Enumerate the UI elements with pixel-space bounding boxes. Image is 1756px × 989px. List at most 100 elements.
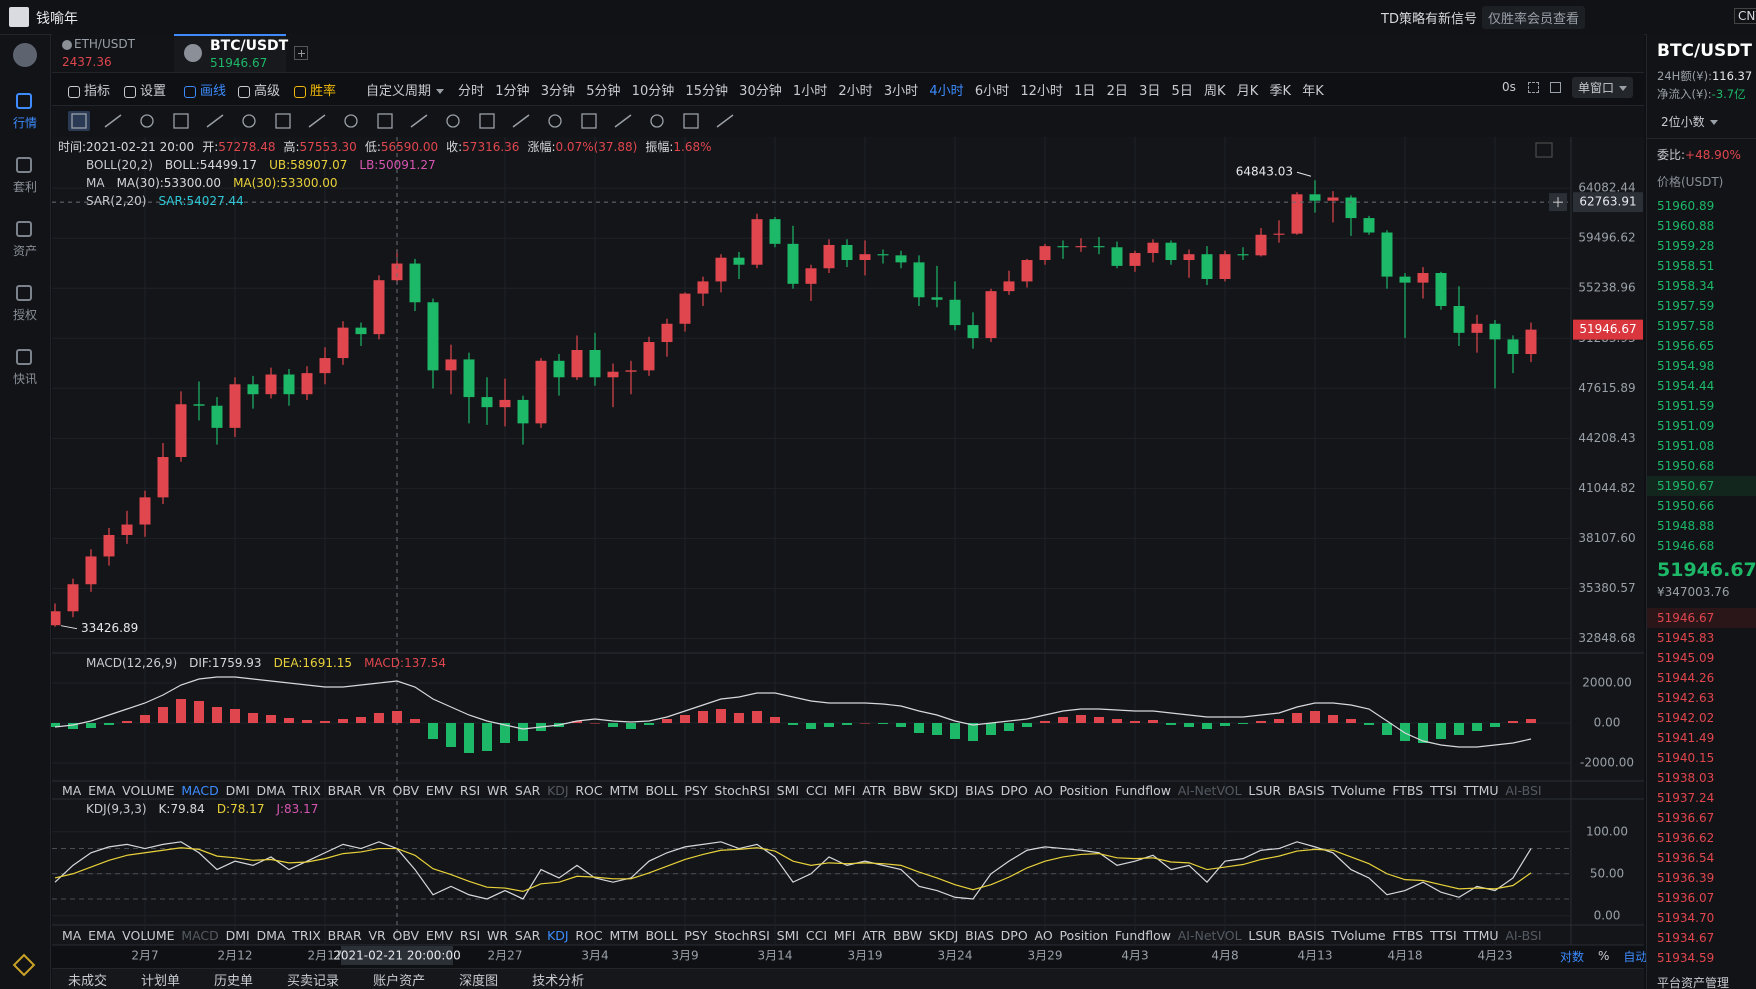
- indicator-tab[interactable]: DPO: [1000, 927, 1028, 943]
- sidebar-label[interactable]: 快讯: [12, 372, 37, 386]
- indicator-tab[interactable]: BASIS: [1287, 782, 1325, 798]
- custom-period[interactable]: 自定义周期: [366, 80, 445, 99]
- indicator-tab[interactable]: DPO: [1000, 782, 1028, 798]
- indicator-tab[interactable]: OBV: [392, 927, 420, 943]
- axis-mode[interactable]: %: [1598, 949, 1610, 963]
- indicator-tab[interactable]: VR: [368, 927, 386, 943]
- indicator-tab[interactable]: MACD: [181, 927, 219, 943]
- indicator-tab[interactable]: FTBS: [1392, 782, 1424, 798]
- indicator-tab[interactable]: ATR: [862, 782, 887, 798]
- axis-mode[interactable]: 对数: [1560, 949, 1585, 964]
- indicator-tab[interactable]: EMA: [88, 927, 116, 943]
- period[interactable]: 3日: [1139, 84, 1161, 99]
- indicator-tab[interactable]: TRIX: [292, 782, 321, 798]
- bottom-tab[interactable]: 账户资产: [373, 973, 426, 989]
- indicator-tab[interactable]: VOLUME: [122, 782, 175, 798]
- period[interactable]: 3分钟: [540, 84, 575, 99]
- indicator-tab[interactable]: TTSI: [1430, 782, 1457, 798]
- period[interactable]: 6小时: [974, 84, 1010, 99]
- tool-button[interactable]: 高级: [238, 80, 280, 99]
- sidebar-icon[interactable]: [16, 285, 32, 301]
- indicator-tab[interactable]: OBV: [392, 782, 420, 798]
- indicator-tab[interactable]: SMI: [776, 782, 800, 798]
- indicator-tab[interactable]: FTBS: [1392, 927, 1424, 943]
- period[interactable]: 周K: [1204, 84, 1226, 99]
- indicator-tab[interactable]: RSI: [459, 782, 481, 798]
- tool-button[interactable]: 画线: [184, 80, 226, 99]
- indicator-tab[interactable]: BRAR: [327, 927, 362, 943]
- indicator-tab[interactable]: Position: [1059, 782, 1109, 798]
- indicator-tab[interactable]: BIAS: [965, 927, 994, 943]
- indicator-tab[interactable]: BOLL: [645, 927, 678, 943]
- indicator-tab[interactable]: TVolume: [1331, 782, 1386, 798]
- period[interactable]: 1分钟: [495, 84, 530, 99]
- indicator-tab[interactable]: StochRSI: [714, 782, 770, 798]
- sidebar-label[interactable]: 资产: [12, 244, 37, 258]
- indicator-tab[interactable]: CCI: [805, 927, 828, 943]
- tool-button[interactable]: 指标: [68, 80, 110, 99]
- period[interactable]: 分时: [458, 84, 485, 99]
- indicator-tab[interactable]: AO: [1034, 927, 1053, 943]
- indicator-tab[interactable]: MACD: [181, 782, 219, 798]
- indicator-tab[interactable]: AI-NetVOL: [1177, 782, 1242, 798]
- user-name[interactable]: 钱喻年: [36, 11, 78, 27]
- indicator-tab[interactable]: WR: [487, 782, 509, 798]
- indicator-tab[interactable]: ROC: [575, 782, 603, 798]
- indicator-tab[interactable]: MTM: [609, 927, 639, 943]
- indicator-tab[interactable]: BOLL: [645, 782, 678, 798]
- indicator-tab[interactable]: PSY: [684, 927, 708, 943]
- period[interactable]: 年K: [1302, 84, 1324, 99]
- indicator-tab[interactable]: Position: [1059, 927, 1109, 943]
- indicator-tab[interactable]: TRIX: [292, 927, 321, 943]
- sidebar-icon[interactable]: [16, 93, 32, 109]
- indicator-tab[interactable]: WR: [487, 927, 509, 943]
- period[interactable]: 3小时: [883, 84, 919, 99]
- indicator-tab[interactable]: KDJ: [547, 927, 569, 943]
- indicator-tab[interactable]: AO: [1034, 782, 1053, 798]
- indicator-tab[interactable]: VR: [368, 782, 386, 798]
- indicator-tab[interactable]: TTSI: [1430, 927, 1457, 943]
- feedback-icon[interactable]: [12, 953, 36, 977]
- bottom-tab[interactable]: 未成交: [68, 973, 108, 989]
- popout-icon[interactable]: [1550, 82, 1561, 93]
- period[interactable]: 月K: [1236, 84, 1259, 99]
- period[interactable]: 2日: [1106, 84, 1128, 99]
- period[interactable]: 5分钟: [586, 84, 621, 99]
- period[interactable]: 1小时: [792, 84, 828, 99]
- indicator-tab[interactable]: Fundflow: [1114, 927, 1171, 943]
- period[interactable]: 15分钟: [685, 84, 728, 99]
- indicator-tab[interactable]: DMA: [256, 782, 286, 798]
- indicator-tab[interactable]: PSY: [684, 782, 708, 798]
- indicator-tab[interactable]: AI-BSI: [1505, 782, 1542, 798]
- indicator-tab[interactable]: MFI: [833, 927, 856, 943]
- indicator-tab[interactable]: MTM: [609, 782, 639, 798]
- indicator-tab[interactable]: VOLUME: [122, 927, 175, 943]
- symbol-tab[interactable]: ETH/USDT 2437.36: [58, 34, 168, 72]
- indicator-tab[interactable]: TVolume: [1331, 927, 1386, 943]
- indicator-tab[interactable]: BASIS: [1287, 927, 1325, 943]
- signal-text[interactable]: TD策略有新信号: [1381, 12, 1477, 27]
- indicator-tab[interactable]: EMV: [425, 927, 454, 943]
- indicator-tab[interactable]: KDJ: [547, 782, 569, 798]
- bottom-tab[interactable]: 历史单: [214, 973, 254, 989]
- indicator-tab[interactable]: BIAS: [965, 782, 994, 798]
- indicator-tab[interactable]: BRAR: [327, 782, 362, 798]
- tool-button[interactable]: 设置: [124, 80, 166, 99]
- indicator-tab[interactable]: SAR: [514, 927, 541, 943]
- period[interactable]: 2小时: [838, 84, 873, 99]
- bottom-tab[interactable]: 技术分析: [532, 973, 585, 989]
- indicator-tab[interactable]: EMA: [88, 782, 116, 798]
- indicator-tab[interactable]: SKDJ: [928, 927, 959, 943]
- indicator-tab[interactable]: BBW: [893, 782, 923, 798]
- window-select[interactable]: 单窗口: [1572, 77, 1634, 98]
- indicator-tab[interactable]: RSI: [459, 927, 481, 943]
- period[interactable]: 1日: [1074, 84, 1096, 99]
- bottom-tab[interactable]: 计划单: [141, 973, 181, 989]
- member-text[interactable]: 仅胜率会员查看: [1482, 6, 1586, 29]
- indicator-tab[interactable]: CCI: [805, 782, 828, 798]
- add-tab[interactable]: [294, 46, 308, 60]
- indicator-tab[interactable]: DMA: [256, 927, 286, 943]
- indicator-tab[interactable]: Fundflow: [1114, 782, 1171, 798]
- tool-button[interactable]: 胜率: [294, 80, 336, 99]
- sidebar-icon[interactable]: [16, 221, 32, 237]
